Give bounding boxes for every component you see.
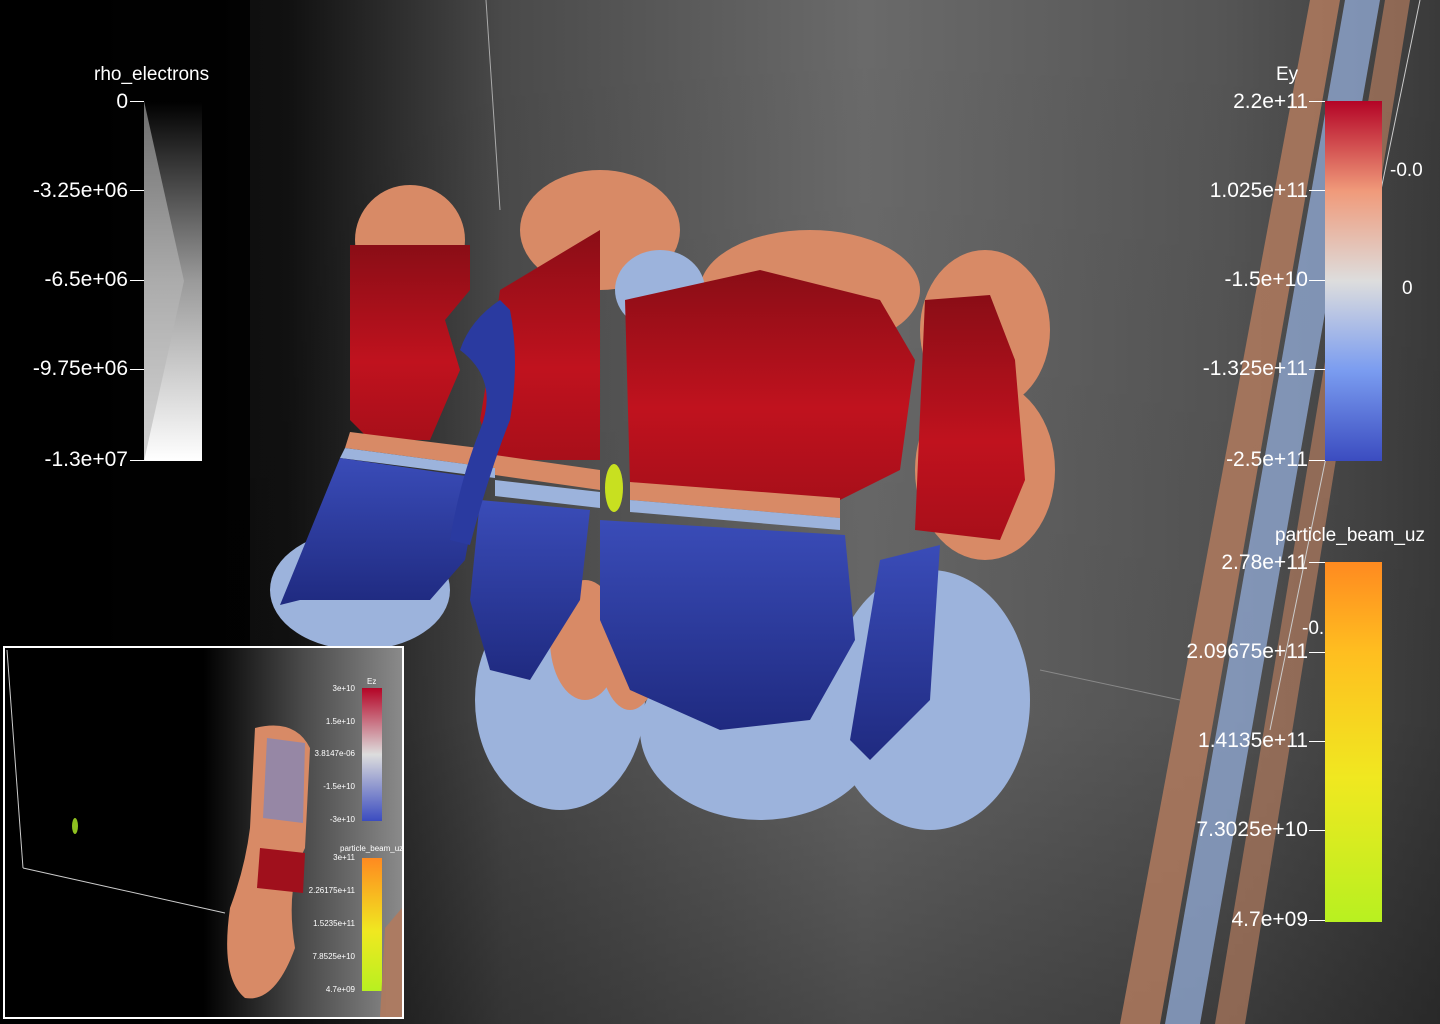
uz-colorbar-title: particle_beam_uz [1275,525,1425,546]
inset-ez-tick-2: 3.8147e-06 [314,749,355,758]
inset-ez-tick-0: 3e+10 [332,684,355,693]
ey-colorbar-title: Ey [1276,64,1299,85]
inset-view[interactable]: Ez 3e+10 1.5e+10 3.8147e-06 -1.5e+10 -3e… [3,646,404,1019]
rho-colorbar-gradient [144,101,202,461]
ey-tick-1: 1.025e+11 [1209,179,1308,202]
uz-tick-1: 2.09675e+11 [1186,640,1308,663]
ey-colorbar-gradient [1325,101,1382,461]
inset-scene [5,648,402,1017]
inset-ez-tick-4: -3e+10 [329,815,355,824]
ey-tick-0: 2.2e+11 [1233,90,1308,113]
rho-tick-2: -6.5e+06 [44,268,129,291]
inset-uz-tick-2: 1.5235e+11 [313,919,355,928]
inset-ez-tick-1: 1.5e+10 [325,717,355,726]
inset-uz-title: particle_beam_uz [340,844,404,853]
rho-colorbar-title: rho_electrons [94,64,210,85]
inset-uz-tick-3: 7.8525e+10 [312,952,356,961]
ey-tick-2: -1.5e+10 [1224,268,1309,291]
uz-tick-0: 2.78e+11 [1221,551,1308,574]
ey-tick-4: -2.5e+11 [1226,448,1308,471]
inset-ez-title: Ez [367,677,377,686]
uz-tick-4: 4.7e+09 [1231,908,1309,931]
inset-uz-tick-4: 4.7e+09 [325,985,355,994]
uz-tick-2: 1.4135e+11 [1198,729,1308,752]
uz-tick-3: 7.3025e+10 [1196,818,1308,841]
inset-uz-tick-1: 2.26175e+11 [308,886,355,895]
axis-label-3: -0. [1302,618,1325,639]
inset-uz-tick-0: 3e+11 [333,853,355,862]
particle-beam [605,464,623,512]
rho-tick-1: -3.25e+06 [32,179,128,202]
uz-colorbar-gradient [1325,562,1382,922]
rho-tick-0: 0 [116,90,128,113]
axis-label-2: 0 [1402,278,1413,299]
axis-label-1: -0.0 [1390,160,1423,181]
rho-tick-3: -9.75e+06 [32,357,128,380]
inset-ez-tick-3: -1.5e+10 [323,782,355,791]
ey-tick-3: -1.325e+11 [1202,357,1308,380]
rho-tick-4: -1.3e+07 [44,448,129,471]
